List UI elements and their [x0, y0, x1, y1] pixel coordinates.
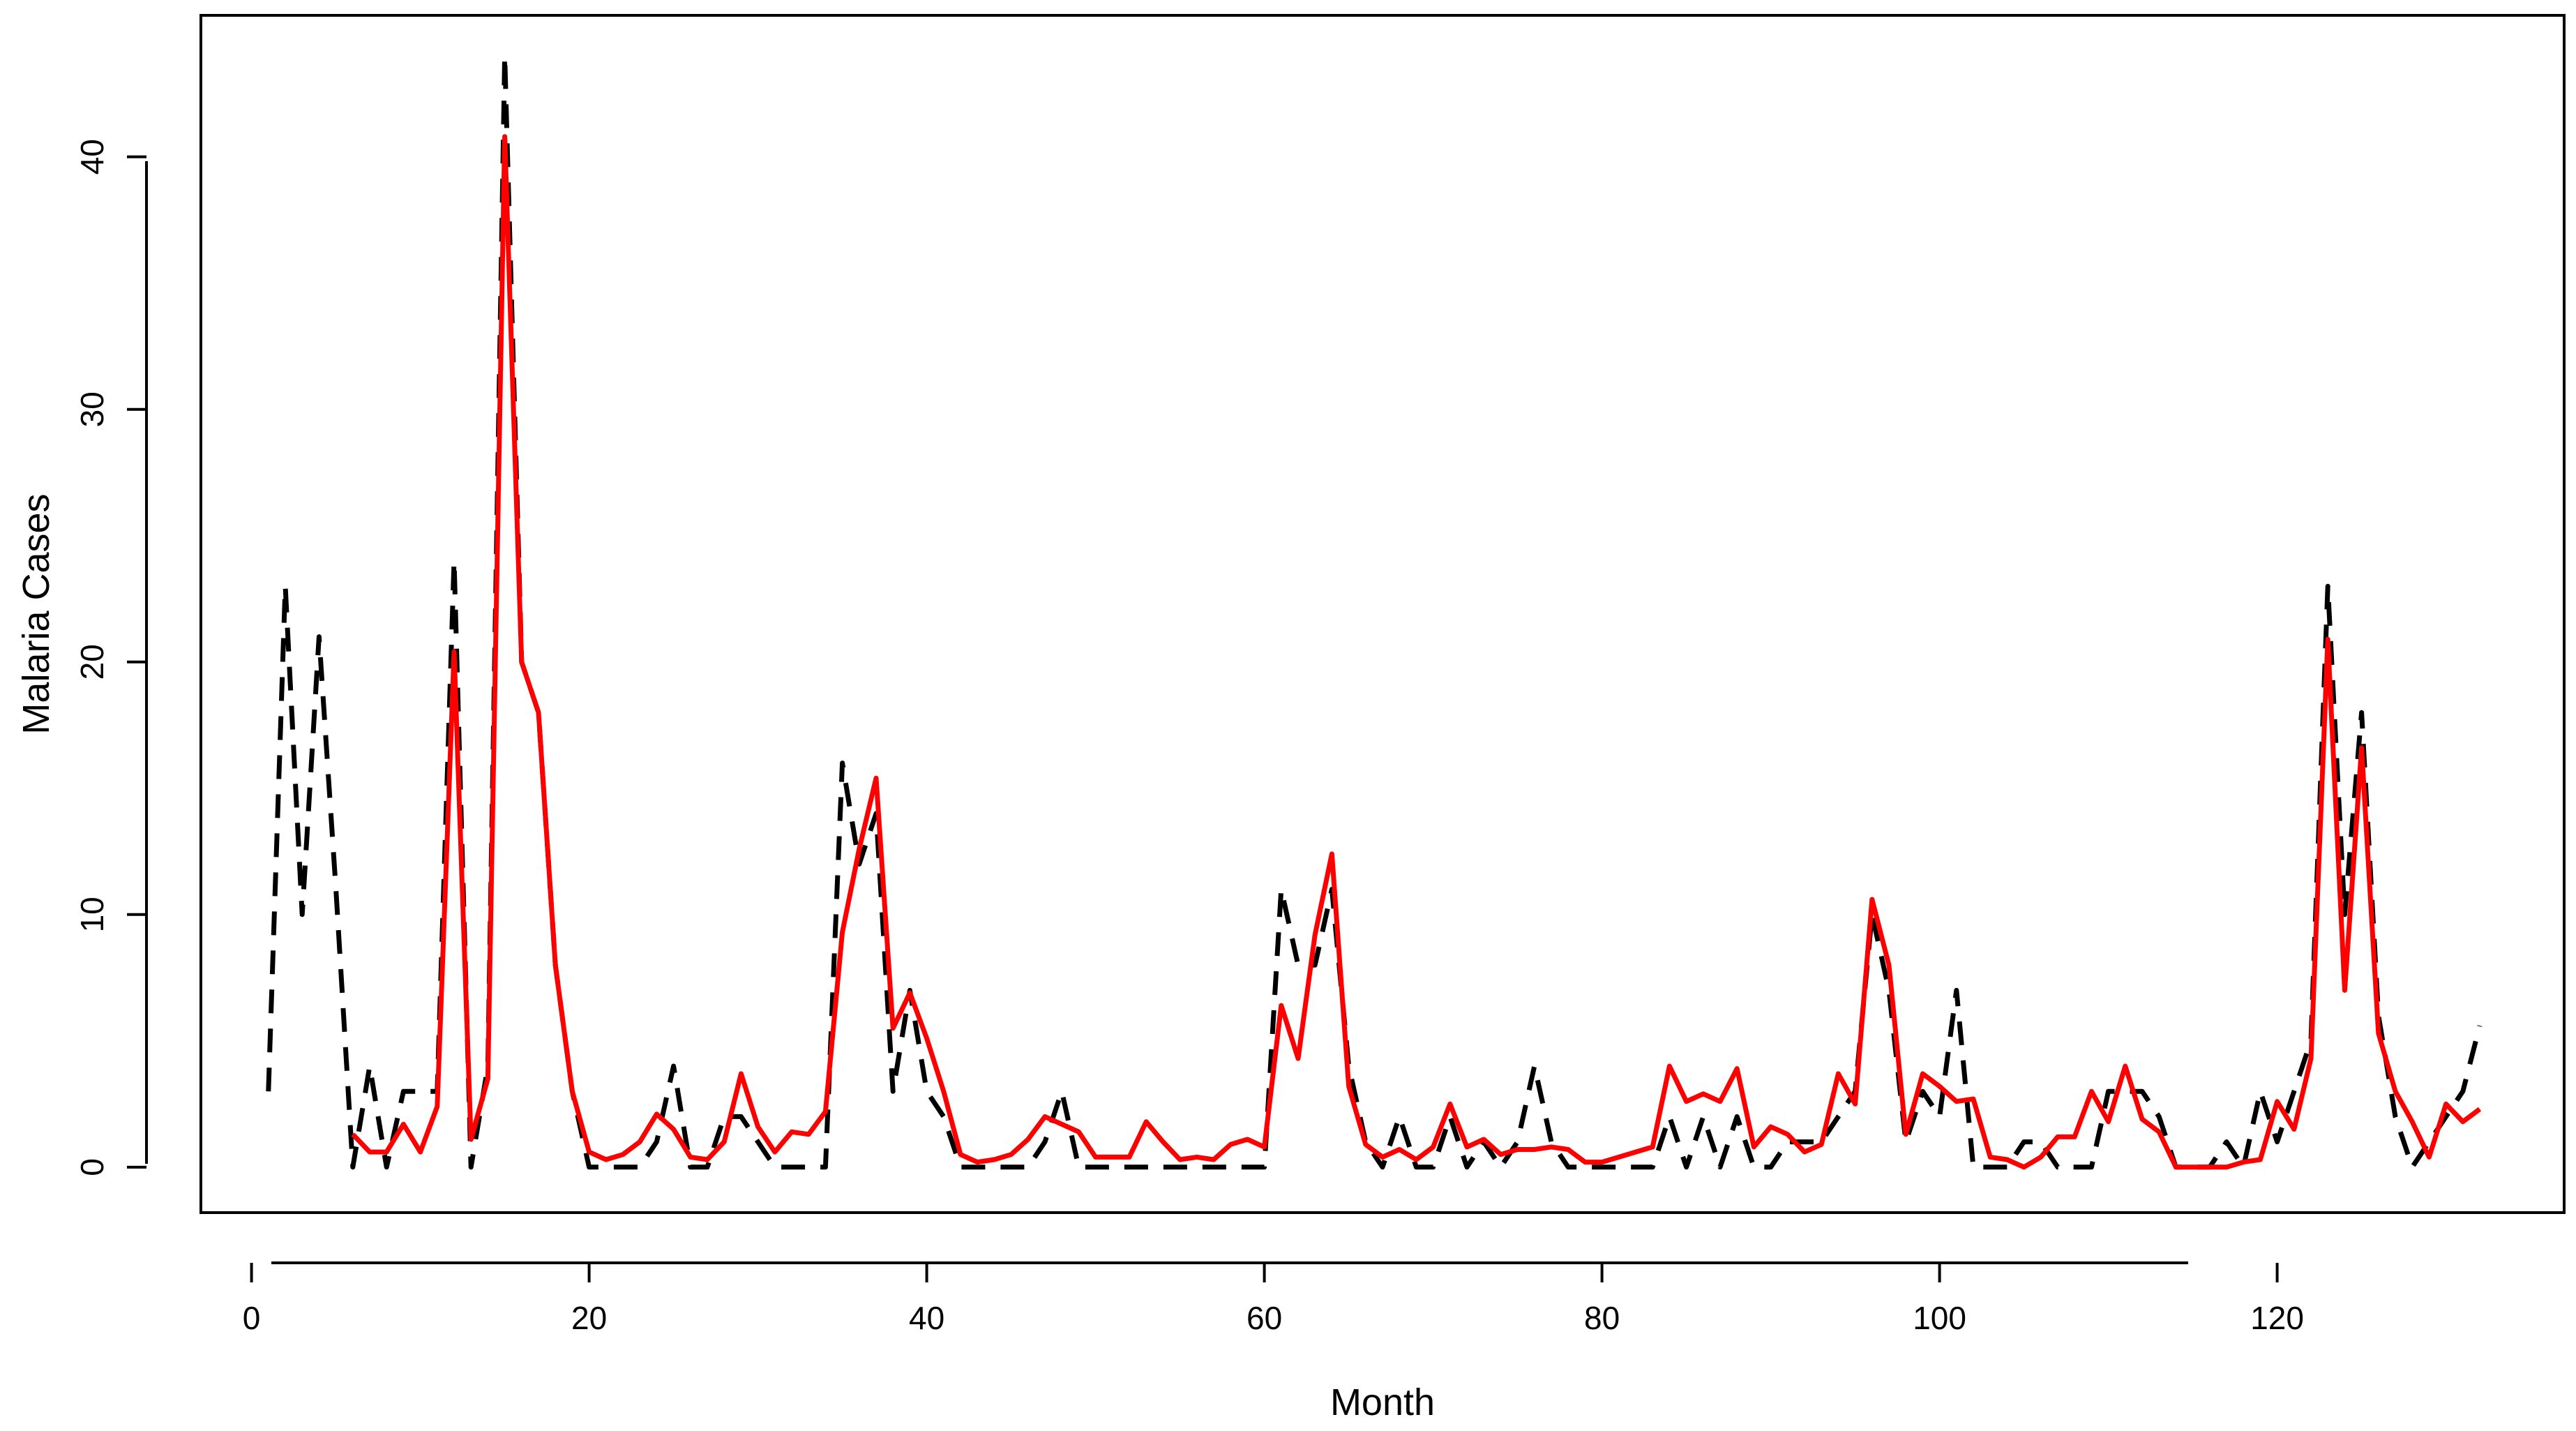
y-tick-label: 20: [74, 644, 110, 680]
y-axis-ticks: 0 10 20 30 40: [74, 139, 146, 1176]
x-axis-ticks: 0 20 40 60 80 100 120: [243, 1263, 2304, 1336]
series-layer: [266, 53, 2483, 1170]
y-axis-title: Malaria Cases: [15, 493, 57, 734]
y-tick-label: 40: [74, 139, 110, 174]
x-tick-label: 80: [1584, 1300, 1620, 1336]
x-tick-label: 120: [2250, 1300, 2304, 1336]
plot-frame: [199, 14, 2566, 1214]
y-tick-label: 10: [74, 897, 110, 932]
series-line-solid-red: [351, 134, 2482, 1170]
series-line-dashed-black: [266, 53, 2483, 1170]
x-tick-label: 40: [909, 1300, 944, 1336]
x-tick-label: 0: [243, 1300, 261, 1336]
x-tick-label: 20: [571, 1300, 607, 1336]
y-tick-label: 0: [74, 1158, 110, 1176]
x-axis-title: Month: [1330, 1381, 1435, 1423]
x-tick-label: 100: [1913, 1300, 1966, 1336]
x-tick-label: 60: [1246, 1300, 1282, 1336]
y-tick-label: 30: [74, 391, 110, 427]
